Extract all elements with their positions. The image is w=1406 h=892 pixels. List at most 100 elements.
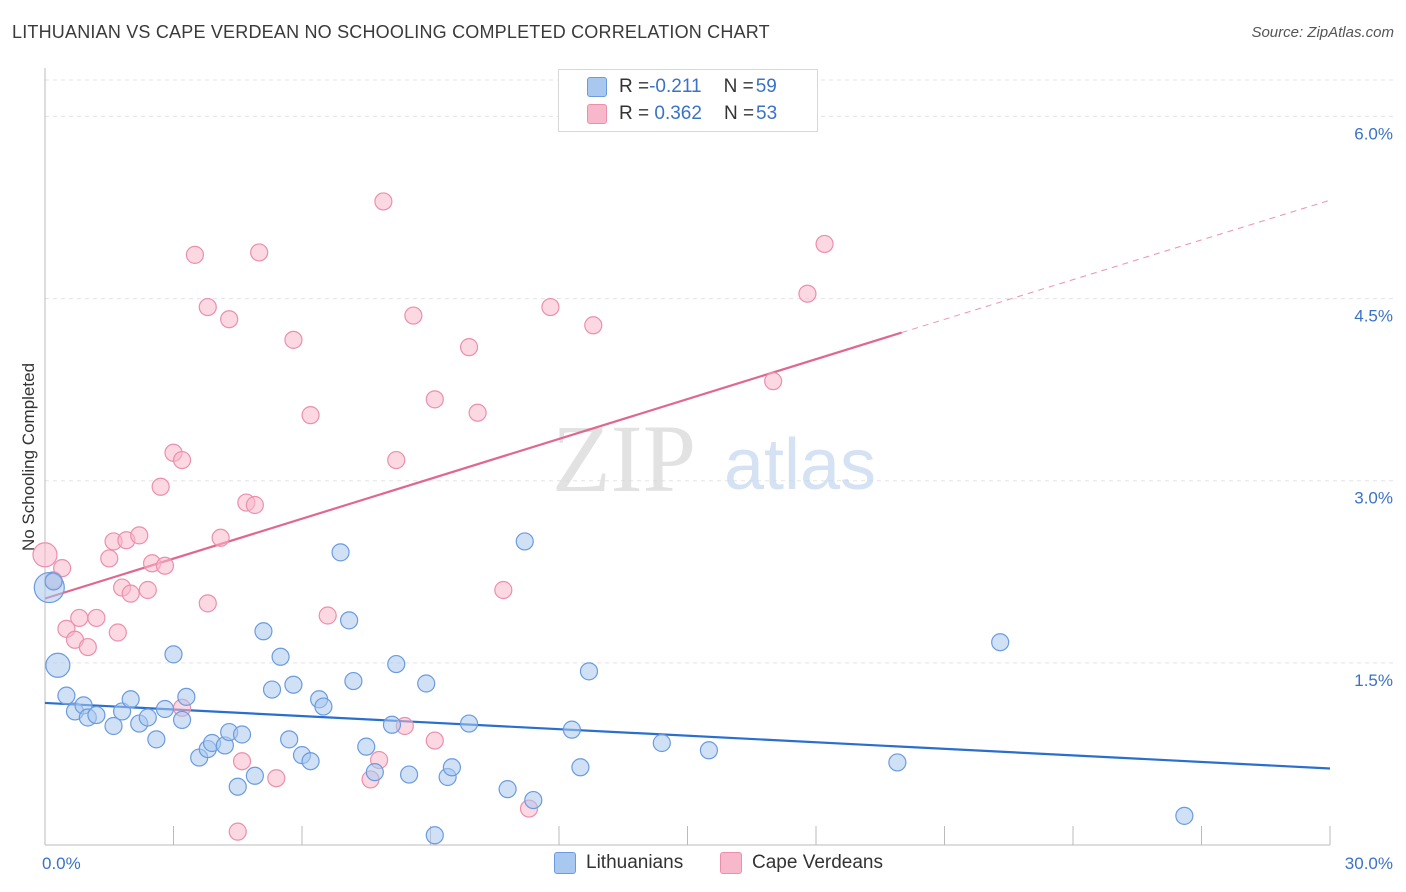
bottom-legend-cape-verdeans: Cape Verdeans xyxy=(720,852,883,874)
lithuanian-point xyxy=(45,652,71,678)
cape-verdean-point xyxy=(245,495,264,515)
lithuanian-point xyxy=(228,777,247,796)
cape-verdean-point xyxy=(155,556,175,575)
cape-verdean-trend-extension xyxy=(901,199,1331,334)
cape-verdean-point xyxy=(121,584,140,603)
cape-verdean-point xyxy=(468,403,487,422)
cape-verdean-point xyxy=(404,306,423,325)
cape-verdean-point xyxy=(138,580,157,600)
cape-verdean-point xyxy=(374,192,393,211)
lithuanian-point xyxy=(138,708,157,727)
cape-verdean-point xyxy=(764,372,783,391)
cape-verdean-point xyxy=(53,559,72,578)
bottom-legend-lithuanians: Lithuanians xyxy=(554,852,683,874)
lithuanian-point xyxy=(524,790,543,810)
cape-verdean-point xyxy=(584,316,603,335)
lithuanian-point xyxy=(271,647,290,666)
y-axis-label: No Schooling Completed xyxy=(19,363,38,551)
lithuanian-point xyxy=(382,715,402,734)
cape-verdean-point xyxy=(541,297,560,317)
cape-verdean-point xyxy=(198,594,217,613)
y-tick-label: 3.0% xyxy=(1354,489,1393,508)
cape-verdean-trend-line xyxy=(44,331,902,600)
y-tick-label: 6.0% xyxy=(1354,124,1393,143)
bottom-legend-swatch-pink xyxy=(720,852,742,874)
lithuanian-point xyxy=(498,780,517,799)
cape-verdean-point xyxy=(185,245,205,264)
cape-verdean-point xyxy=(425,390,444,409)
lithuanian-point xyxy=(365,763,384,782)
cape-verdean-point xyxy=(198,297,217,317)
cape-verdean-point xyxy=(87,608,106,628)
cape-verdean-point xyxy=(798,284,817,303)
lithuanian-point xyxy=(459,714,479,733)
cape-verdean-point xyxy=(172,450,192,470)
lithuanian-point xyxy=(399,765,419,784)
x-tick-label-min: 0.0% xyxy=(42,854,81,873)
legend-r-label: R = xyxy=(619,103,650,124)
cape-verdean-point xyxy=(815,234,834,254)
lithuanian-point xyxy=(155,699,175,719)
cape-verdean-point xyxy=(425,731,444,750)
cape-verdean-point xyxy=(78,637,97,657)
lithuanian-point xyxy=(262,680,282,699)
y-tick-label: 1.5% xyxy=(1354,671,1393,690)
source-label: Source: ZipAtlas.com xyxy=(1251,24,1394,41)
lithuanian-point xyxy=(87,705,106,725)
cape-verdean-point xyxy=(232,752,252,771)
legend-swatch-blue xyxy=(587,77,607,97)
lithuanian-point xyxy=(888,753,907,772)
lithuanian-point xyxy=(344,671,363,691)
lithuanian-point xyxy=(991,633,1010,652)
legend-r-value: -0.211 xyxy=(649,76,702,97)
lithuanian-point xyxy=(284,675,303,694)
cape-verdean-point xyxy=(267,769,286,788)
lithuanian-point xyxy=(314,697,333,716)
legend-row-cape-verdeans: R = 0.362 N = 53 xyxy=(587,101,777,127)
cape-verdean-point xyxy=(211,528,230,547)
cape-verdean-point xyxy=(130,526,149,545)
cape-verdean-point xyxy=(494,580,513,600)
legend-row-lithuanians: R = -0.211 N = 59 xyxy=(587,74,777,100)
cape-verdean-point xyxy=(387,450,406,470)
lithuanian-point xyxy=(387,654,406,674)
lithuanian-point xyxy=(417,674,436,693)
lithuanian-point xyxy=(515,532,534,551)
lithuanian-point xyxy=(357,737,376,756)
legend-n-value: 53 xyxy=(756,103,778,124)
legend-n-label: N = xyxy=(723,76,754,97)
legend-n-label: N = xyxy=(723,103,755,124)
lithuanian-point xyxy=(442,758,462,777)
y-tick-label: 4.5% xyxy=(1354,307,1393,326)
lithuanian-point xyxy=(562,720,581,739)
lithuanian-point xyxy=(425,826,444,845)
cape-verdean-point xyxy=(228,822,247,841)
watermark-atlas: atlas xyxy=(724,425,876,505)
lithuanian-point xyxy=(172,710,192,730)
cape-verdean-point xyxy=(220,310,239,329)
cape-verdean-point xyxy=(459,338,479,357)
trend-lines xyxy=(44,199,1331,770)
legend: R = -0.211 N = 59 R = 0.362 N = 53 xyxy=(558,69,818,132)
lithuanian-point xyxy=(579,662,599,681)
lithuanian-point xyxy=(44,572,63,591)
lithuanian-point xyxy=(177,687,196,706)
lithuanian-point xyxy=(699,741,719,760)
cape-verdean-point xyxy=(151,477,170,496)
lithuanian-point xyxy=(1175,806,1194,825)
watermark-zip: ZIP xyxy=(552,405,696,512)
lithuanian-point xyxy=(254,622,273,641)
cape-verdean-point xyxy=(100,549,119,568)
legend-r-value: 0.362 xyxy=(649,103,702,124)
x-tick-labels: 0.0% 30.0% xyxy=(42,854,1393,873)
lithuanian-point xyxy=(57,686,76,705)
lithuanian-point xyxy=(331,543,350,562)
cape-verdean-point xyxy=(108,623,127,642)
lithuanian-point xyxy=(571,758,590,777)
lithuanian-point xyxy=(245,766,264,785)
bottom-legend-label: Lithuanians xyxy=(586,852,684,873)
lithuanian-point xyxy=(280,730,299,749)
bottom-legend-label: Cape Verdeans xyxy=(752,852,883,873)
cape-verdean-point xyxy=(318,606,337,625)
